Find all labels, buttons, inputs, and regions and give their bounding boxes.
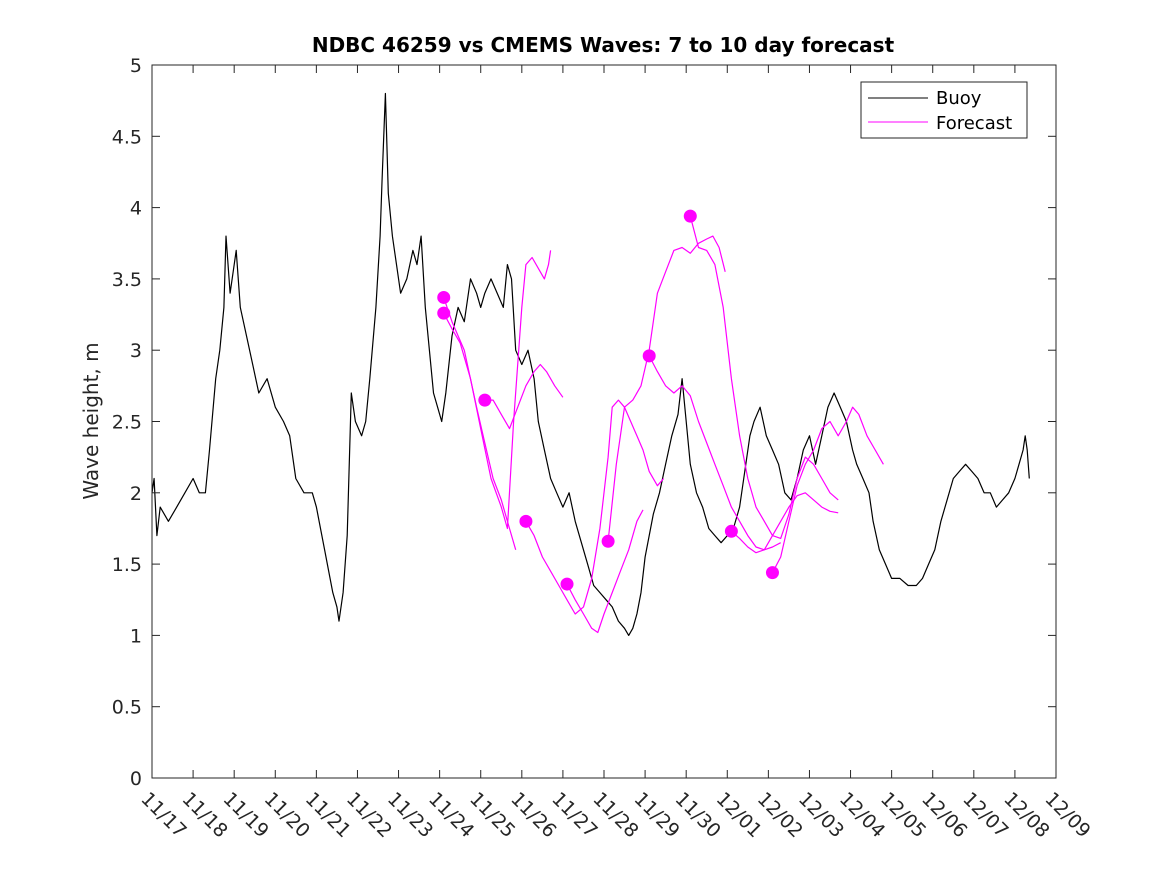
forecast-series-line [607, 235, 726, 542]
forecast-series-line [443, 297, 517, 550]
y-tick-label: 1.5 [112, 554, 142, 576]
forecast-start-marker [437, 306, 451, 320]
forecast-start-marker [765, 566, 779, 580]
forecast-start-marker [601, 534, 615, 548]
forecast-start-marker [642, 349, 656, 363]
forecast-series-line [443, 250, 552, 530]
forecast-series-line [566, 509, 644, 634]
forecast-series-line [648, 355, 781, 551]
y-tick-label: 4 [130, 198, 142, 220]
y-tick-label: 0.5 [112, 697, 142, 719]
forecast-series-line [525, 399, 665, 615]
y-axis: 0 0.5 1 1.5 2 2.5 3 3.5 4 4.5 5 [112, 55, 1056, 790]
chart-title: NDBC 46259 vs CMEMS Waves: 7 to 10 day f… [312, 33, 895, 57]
forecast-series-line [484, 363, 564, 430]
y-tick-label: 1 [130, 625, 142, 647]
legend-buoy-label: Buoy [936, 88, 982, 109]
y-tick-label: 2 [130, 483, 142, 505]
y-tick-label: 3 [130, 340, 142, 362]
forecast-series-line [771, 406, 884, 573]
forecast-start-marker [437, 290, 451, 304]
y-tick-label: 3.5 [112, 269, 142, 291]
y-tick-label: 0 [130, 768, 142, 790]
plot-area [151, 92, 1030, 636]
legend: Buoy Forecast [860, 81, 1028, 139]
y-tick-label: 4.5 [112, 126, 142, 148]
y-tick-label: 2.5 [112, 412, 142, 434]
y-tick-label: 5 [130, 55, 142, 77]
forecast-start-marker [478, 393, 492, 407]
buoy-series-line [151, 92, 1030, 636]
forecast-series-line [689, 216, 839, 539]
legend-box [860, 81, 1028, 139]
forecast-start-marker [519, 514, 533, 528]
forecast-start-marker [724, 524, 738, 538]
forecast-start-marker [560, 577, 574, 591]
forecast-start-marker [683, 209, 697, 223]
legend-forecast-label: Forecast [936, 113, 1012, 134]
forecast-series-line [731, 492, 839, 554]
y-axis-label: Wave height, m [79, 342, 103, 499]
